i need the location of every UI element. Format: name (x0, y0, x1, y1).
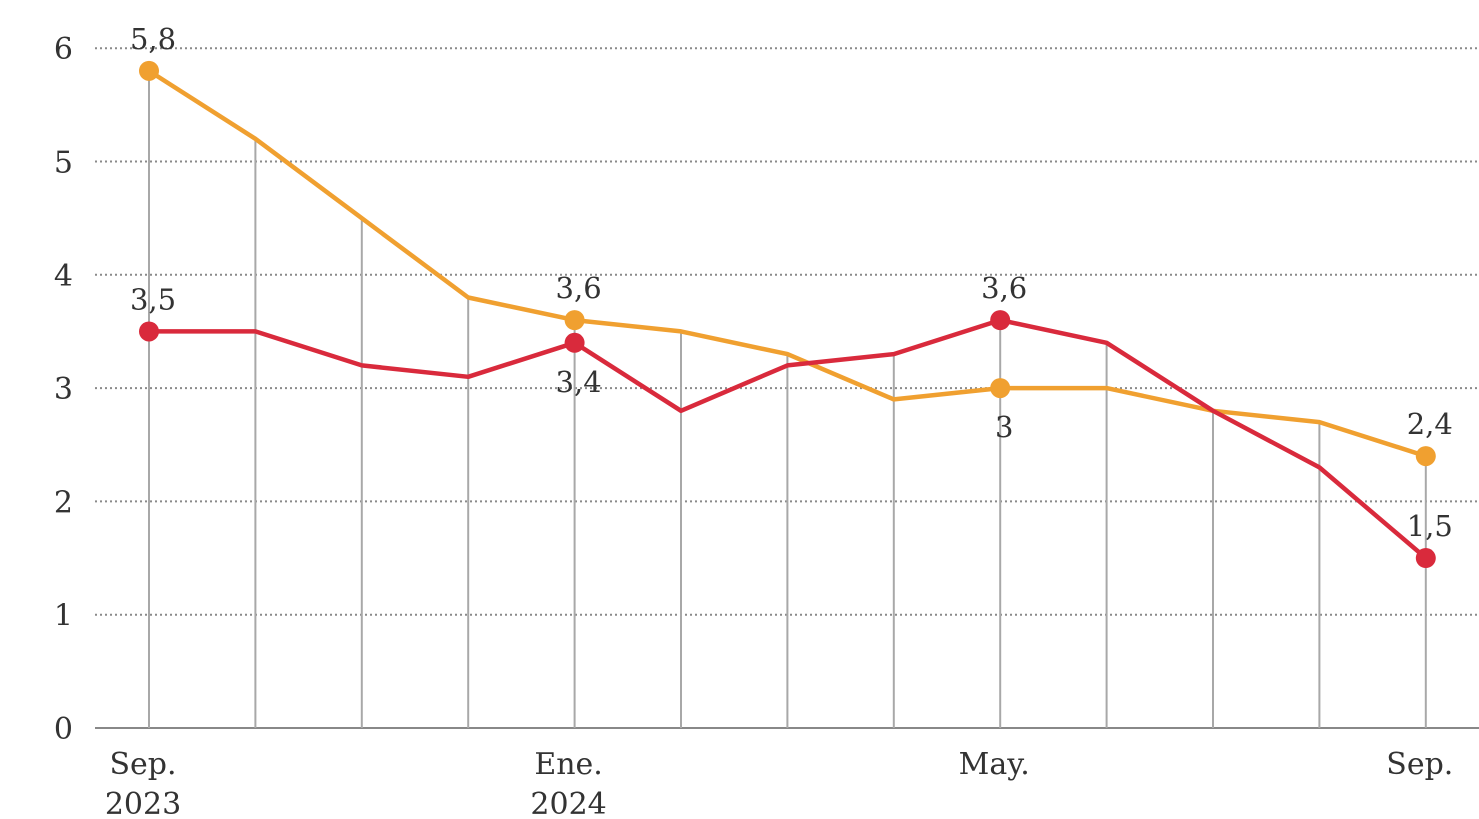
data-label: 3 (995, 410, 1013, 444)
data-label: 3,5 (130, 282, 176, 316)
y-axis-ticks: 0 1 2 3 4 5 6 (54, 32, 73, 747)
x-tick-label: May. (959, 747, 1030, 782)
data-label: 5,8 (130, 22, 176, 56)
y-tick-label: 2 (54, 485, 73, 520)
y-tick-label: 0 (54, 712, 73, 747)
data-label: 1,5 (1407, 509, 1453, 543)
data-label: 2,4 (1407, 407, 1453, 441)
series-marker-0 (564, 310, 585, 331)
series-group (139, 60, 1436, 569)
x-tick-label: Ene. (534, 747, 603, 782)
series-line-1 (146, 317, 1429, 561)
data-labels: 5,8 3,6 3 2,4 3,5 3,4 3,6 1,5 (130, 22, 1453, 543)
x-axis-ticks: Sep. 2023 Ene. 2024 May. Sep. (105, 747, 1454, 819)
x-tick-label: Sep. (1386, 747, 1453, 782)
series-marker-0 (139, 60, 159, 81)
x-tick-label: Sep. (109, 747, 176, 782)
series-marker-1 (139, 321, 159, 342)
vertical-guides (148, 70, 1427, 728)
series-marker-1 (1415, 548, 1436, 569)
y-tick-label: 5 (54, 146, 73, 181)
y-tick-label: 1 (54, 599, 73, 634)
series-marker-1 (990, 310, 1011, 331)
data-label: 3,6 (981, 271, 1027, 305)
series-marker-0 (1415, 446, 1436, 467)
y-tick-label: 4 (54, 259, 73, 294)
series-marker-1 (564, 332, 585, 353)
series-marker-0 (990, 378, 1011, 399)
x-tick-label: 2023 (105, 787, 181, 819)
y-tick-label: 6 (54, 32, 73, 67)
data-label: 3,6 (556, 271, 602, 305)
data-label: 3,4 (556, 365, 602, 399)
y-tick-label: 3 (54, 372, 73, 407)
x-tick-label: 2024 (530, 787, 606, 819)
